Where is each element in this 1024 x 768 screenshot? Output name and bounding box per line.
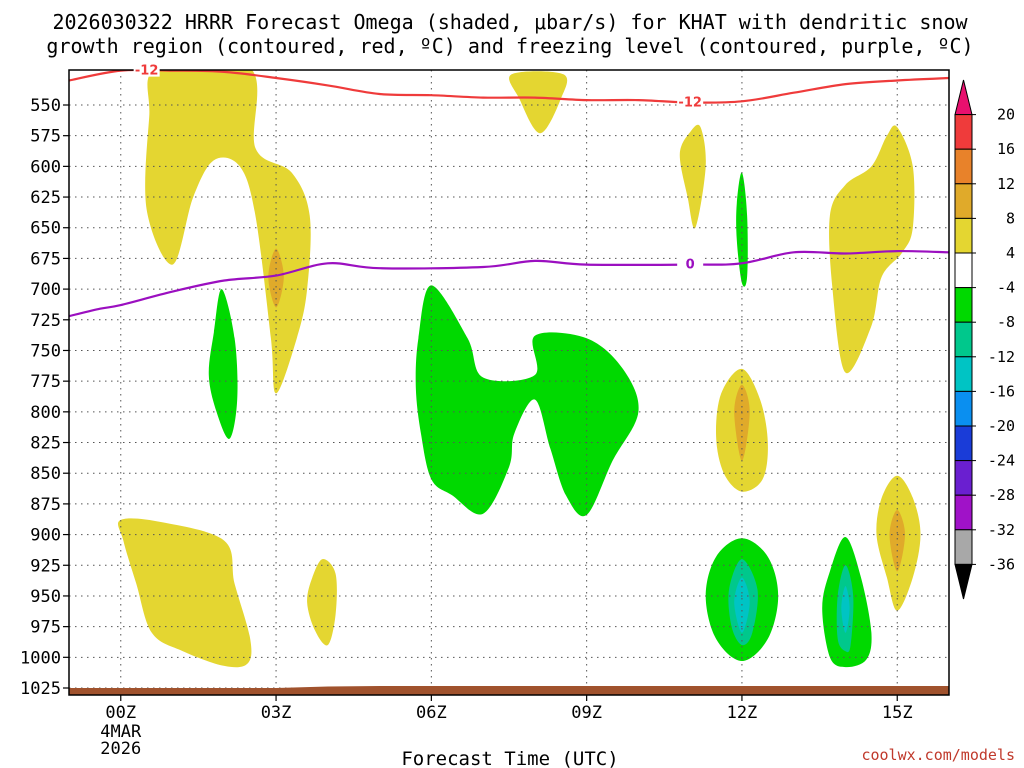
x-tick-label-09Z: 09Z [571,703,602,723]
y-tick-label-675: 675 [30,249,61,269]
omega-region-rising-15z-low-core [889,510,905,572]
colorbar-box-3 [954,183,973,219]
contour-lines [69,70,949,318]
colorbar-label-12: -32 [988,521,1015,539]
colorbar-box-7 [954,321,973,358]
colorbar-label-13: -36 [988,555,1015,573]
omega-region-top-lobe-08z [509,71,568,134]
omega-region-rising-11z [679,124,706,229]
y-tick-label-875: 875 [30,495,61,515]
y-tick-label-550: 550 [30,96,61,116]
colorbar-label-3: 8 [1006,209,1015,227]
x-tick-label-00Z: 00Z [105,703,136,723]
y-tick-label-750: 750 [30,341,61,361]
omega-region-sinking-14z-low-core [841,586,850,633]
colorbar-box-10 [954,425,973,462]
freezing-level-line [69,249,949,318]
omega-region-sinking-12z-upper [736,172,748,287]
y-tick-label-600: 600 [30,157,61,177]
omega-shading [117,70,921,668]
colorbar-label-1: 16 [997,140,1015,158]
plot-frame [68,69,950,696]
y-tick-label-725: 725 [30,311,61,331]
freezing-level-label-bg [677,256,704,271]
x-year-label: 2026 [100,739,141,759]
y-tick-label-950: 950 [30,587,61,607]
y-tick-label-575: 575 [30,127,61,147]
contour-labels: -12 -12 0 [133,62,704,273]
colorbar-box-1 [954,114,973,150]
colorbar-top-arrow [954,79,973,116]
y-tick-label-1025: 1025 [20,679,61,699]
dgz-label-left-bg [133,62,160,77]
colorbar-box-13 [954,529,973,565]
y-tick-label-900: 900 [30,526,61,546]
colorbar-label-9: -20 [988,417,1015,435]
y-tick-label-975: 975 [30,618,61,638]
omega-region-sinking-06z-10z [415,285,639,517]
colorbar-label-0: 20 [997,106,1015,124]
grid [69,70,949,695]
colorbar-box-11 [954,460,973,496]
surface-ground [69,686,949,695]
omega-region-rising-14z-15z [829,125,915,374]
y-tick-label-825: 825 [30,434,61,454]
x-date-label: 4MAR [100,722,142,742]
freezing-level-label: 0 [686,258,695,273]
y-axis: 550 575 600 625 650 675 700 725 750 775 800 825 850 8… [20,96,69,699]
x-tick-label-06Z: 06Z [416,703,447,723]
omega-region-upper-plume-0z-3z [145,70,311,394]
dgz-label-right: -12 [678,96,702,111]
colorbar-label-2: 12 [997,175,1015,193]
y-tick-label-800: 800 [30,403,61,423]
x-tick-label-12Z: 12Z [727,703,758,723]
dgz-label-right-bg [677,94,704,109]
dgz-label-left: -12 [135,64,159,79]
colorbar-box-9 [954,390,973,427]
colorbar-label-11: -28 [988,486,1015,504]
dgz-minus12-line [69,70,949,104]
credit-text: coolwx.com/models [861,746,1015,764]
x-tick-label-15Z: 15Z [882,703,913,723]
y-tick-label-650: 650 [30,219,61,239]
colorbar-box-2 [954,148,973,185]
title-line-2: growth region (contoured, red, ºC) and f… [46,34,973,58]
colorbar-box-5 [954,252,973,289]
y-tick-label-625: 625 [30,188,61,208]
surface-band [69,686,949,695]
colorbar-label-10: -24 [988,452,1015,470]
colorbar-label-4: 4 [1006,244,1015,262]
title-line-1: 2026030322 HRRR Forecast Omega (shaded, … [52,10,968,34]
colorbar: 20 16 12 8 4 -4 -8 -12 -16 -20 -24 -28 -32 -36 [954,79,1015,600]
x-axis-label: Forecast Time (UTC) [401,748,618,768]
colorbar-bottom-arrow [954,563,973,600]
omega-region-sinking-02z [208,289,238,439]
y-tick-label-700: 700 [30,280,61,300]
colorbar-label-7: -12 [988,348,1015,366]
colorbar-label-6: -8 [997,313,1015,331]
omega-region-lower-left-00z-03z [117,518,252,668]
y-tick-label-1000: 1000 [20,648,61,668]
colorbar-box-4 [954,217,973,254]
omega-region-rising-12z-mid-core [734,384,750,461]
y-tick-label-850: 850 [30,464,61,484]
colorbar-label-5: -4 [997,279,1015,297]
colorbar-label-8: -16 [988,382,1015,400]
colorbar-box-6 [954,287,973,323]
colorbar-box-8 [954,356,973,392]
omega-region-lower-04z [307,559,337,646]
omega-region-upper-plume-3z-core [268,248,284,308]
colorbar-box-12 [954,494,973,531]
y-tick-label-775: 775 [30,372,61,392]
x-tick-label-03Z: 03Z [261,703,292,723]
y-tick-label-925: 925 [30,556,61,576]
